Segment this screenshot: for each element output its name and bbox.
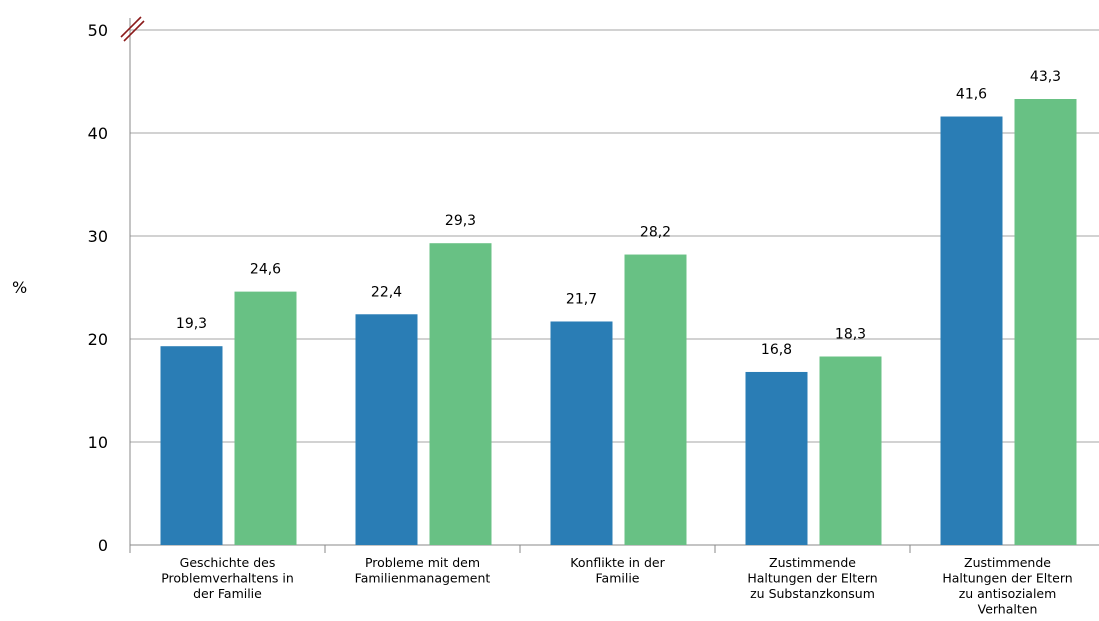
bars — [160, 99, 1077, 546]
category-label: Probleme mit dem Familienmanagement — [355, 555, 491, 586]
y-tick-label: 20 — [88, 330, 108, 349]
axis-break-mark — [123, 20, 145, 42]
y-tick-labels: 0 10 20 30 40 50 — [88, 21, 108, 555]
category-label-line: Familie — [596, 571, 640, 586]
bar — [745, 371, 808, 545]
y-tick-label: 0 — [98, 536, 108, 555]
category-label-line: Familienmanagement — [355, 571, 491, 586]
data-label: 19,3 — [176, 316, 207, 332]
y-tick-label: 50 — [88, 21, 108, 40]
axis-break-mark — [120, 16, 142, 38]
category-label-line: Verhalten — [978, 602, 1038, 617]
category-label-line: Probleme mit dem — [365, 555, 480, 570]
category-label-line: Zustimmende — [769, 555, 856, 570]
category-label-line: Problemverhaltens in — [161, 571, 294, 586]
category-label-line: Haltungen der Eltern — [747, 571, 877, 586]
y-tick-label: 10 — [88, 433, 108, 452]
y-tick-label: 40 — [88, 124, 108, 143]
y-axis-label: % — [12, 278, 27, 297]
category-label-line: Konflikte in der — [570, 555, 665, 570]
bar — [429, 243, 492, 545]
category-labels: Geschichte des Problemverhaltens in der Fa… — [161, 555, 1072, 617]
data-label: 24,6 — [250, 262, 281, 278]
data-label: 41,6 — [956, 87, 987, 103]
category-label-line: zu antisozialem — [959, 586, 1057, 601]
bar — [550, 321, 613, 545]
bar — [355, 314, 418, 545]
data-label: 16,8 — [761, 342, 792, 358]
data-label: 21,7 — [566, 291, 597, 307]
bar — [160, 346, 223, 545]
category-label: Zustimmende Haltungen der Eltern zu antiso… — [942, 555, 1072, 617]
category-label-line: der Familie — [193, 586, 262, 601]
data-labels: 19,3 24,6 22,4 29,3 21,7 28,2 16,8 18,3 41,6 43,3 — [176, 69, 1061, 358]
category-label: Konflikte in der Familie — [570, 555, 665, 586]
data-label: 29,3 — [445, 213, 476, 229]
bar — [819, 356, 882, 545]
bar — [624, 254, 687, 546]
category-label-line: Haltungen der Eltern — [942, 571, 1072, 586]
y-tick-label: 30 — [88, 227, 108, 246]
bar — [1014, 99, 1077, 545]
category-label: Geschichte des Problemverhaltens in der Fa… — [161, 555, 294, 601]
category-label-line: Geschichte des — [180, 555, 276, 570]
bar — [234, 291, 297, 545]
data-label: 18,3 — [835, 327, 866, 343]
category-label-line: Zustimmende — [964, 555, 1051, 570]
bar — [940, 116, 1003, 546]
data-label: 22,4 — [371, 284, 402, 300]
data-label: 43,3 — [1030, 69, 1061, 85]
category-label: Zustimmende Haltungen der Eltern zu Substa… — [747, 555, 877, 601]
category-label-line: zu Substanzkonsum — [750, 586, 875, 601]
data-label: 28,2 — [640, 225, 671, 241]
